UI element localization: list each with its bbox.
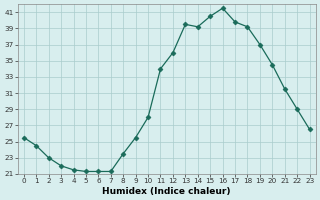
X-axis label: Humidex (Indice chaleur): Humidex (Indice chaleur) (102, 187, 231, 196)
